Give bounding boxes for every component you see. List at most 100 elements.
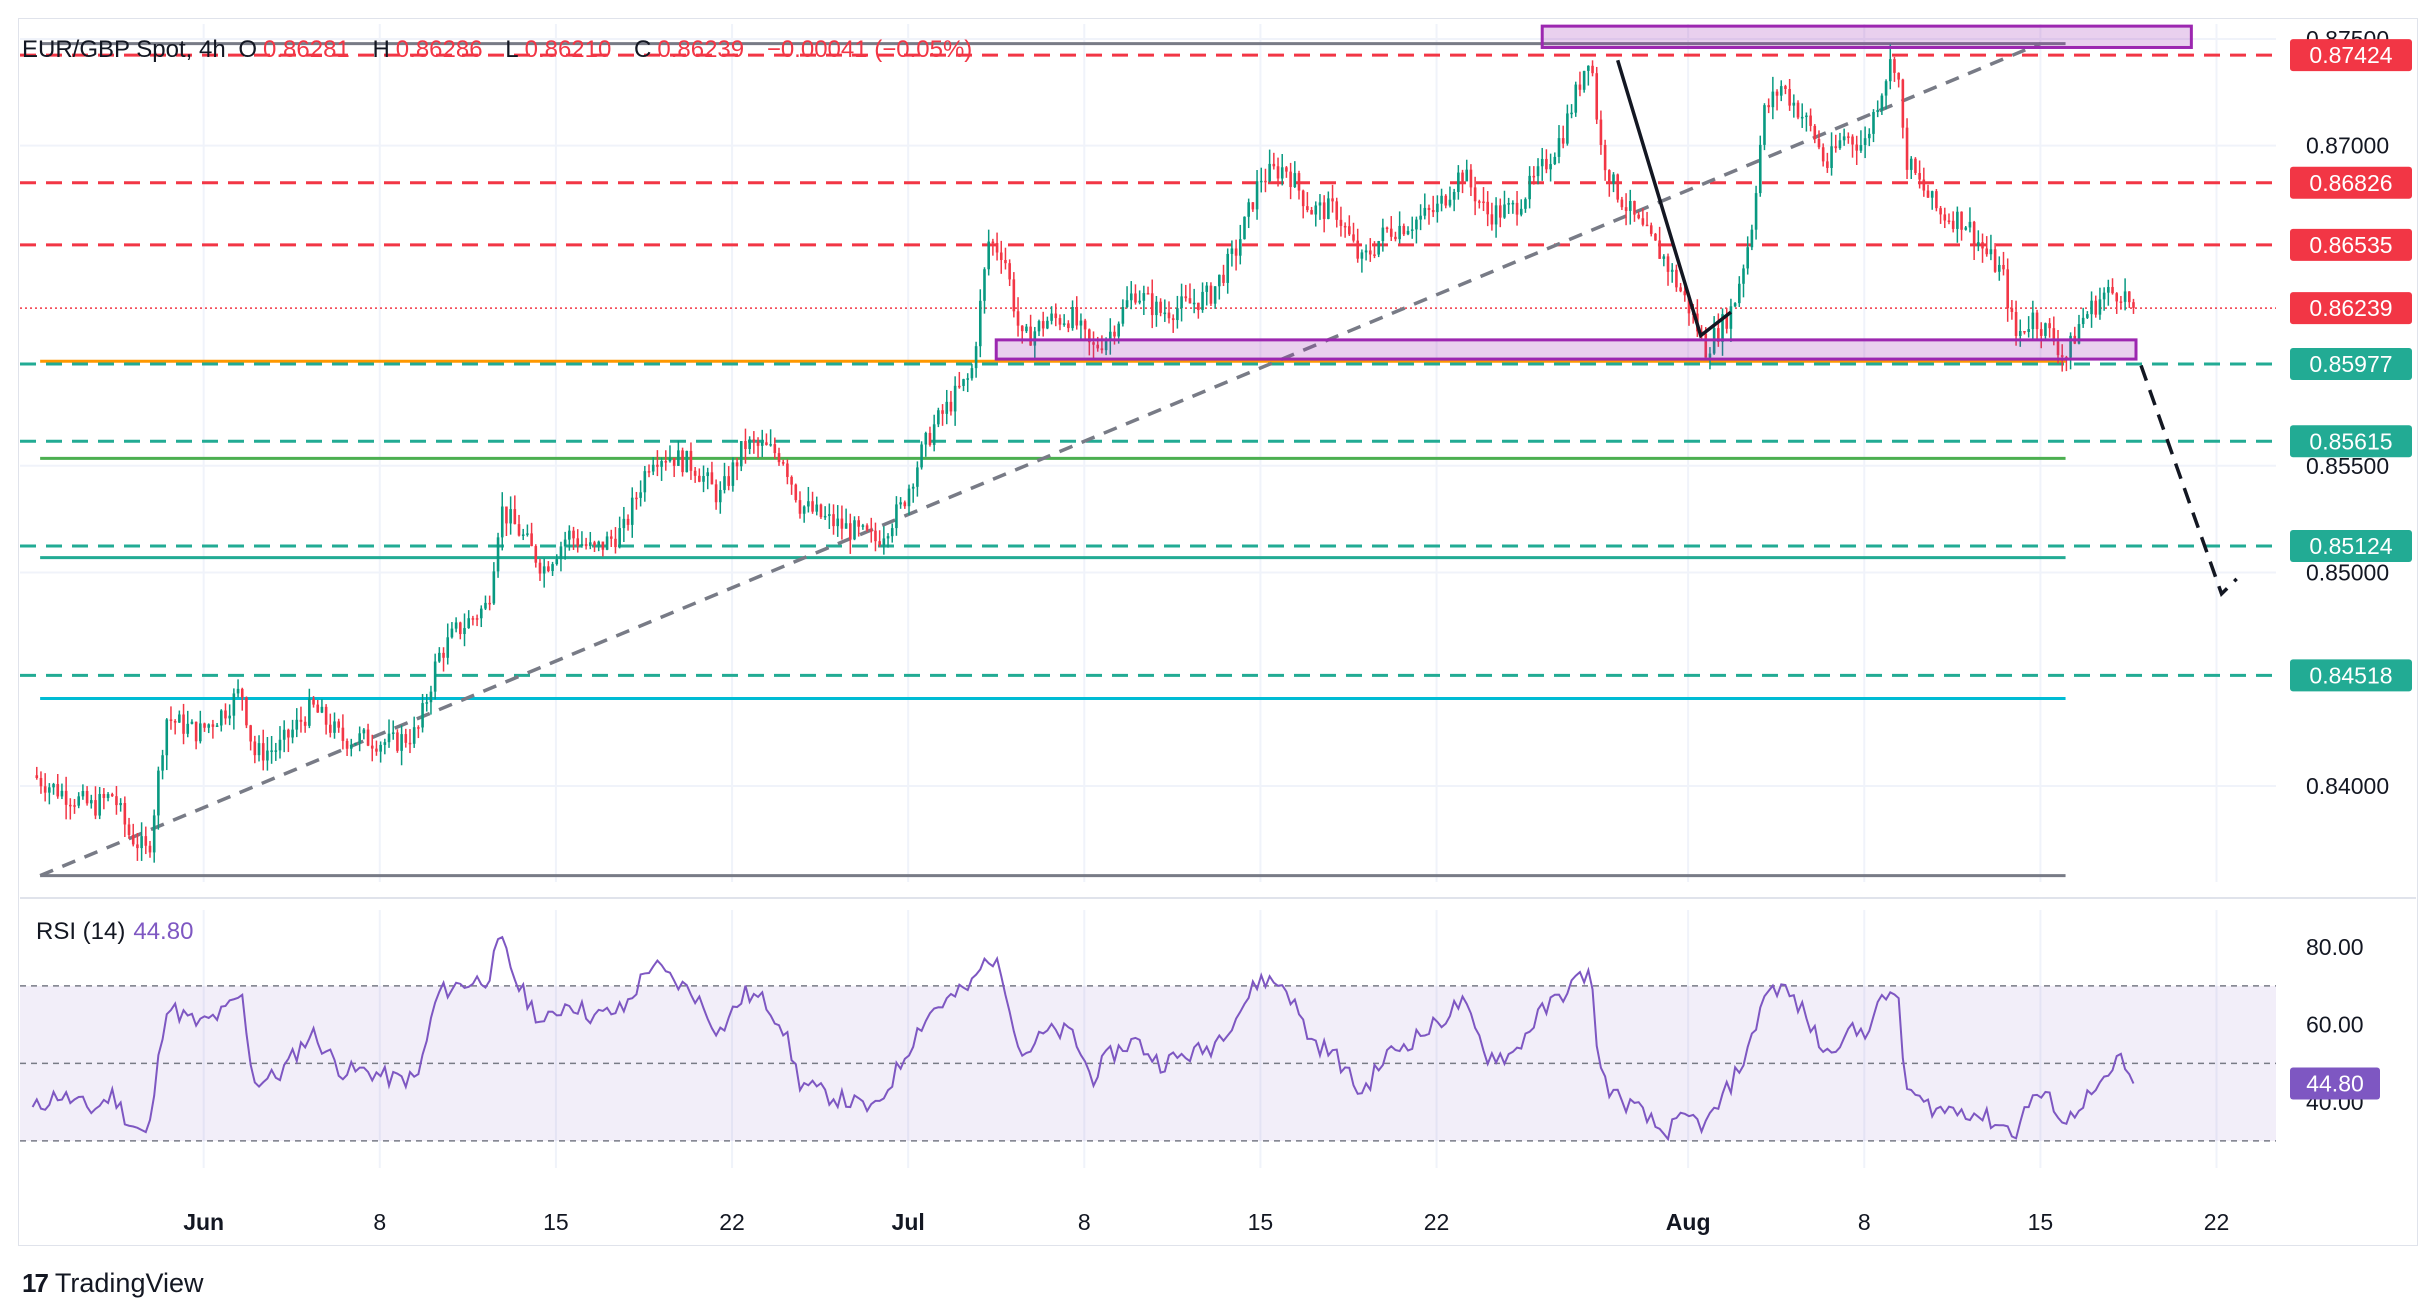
candle-up	[622, 518, 626, 529]
candle-up	[1968, 221, 1972, 228]
rising-trendline	[39, 42, 2042, 878]
symbol-title[interactable]: EUR/GBP Spot, 4h	[22, 36, 226, 63]
candle-down	[1385, 227, 1389, 230]
candle-up	[467, 618, 470, 629]
candle-down	[1373, 254, 1376, 256]
candle-down	[1322, 202, 1326, 219]
candle-up	[1448, 199, 1452, 206]
candle-up	[257, 743, 261, 756]
candle-up	[521, 534, 525, 536]
tradingview-logo[interactable]: 17 TradingView	[22, 1268, 204, 1299]
high-key: H	[372, 36, 390, 63]
candle-up	[924, 432, 928, 445]
time-tick-label: 8	[373, 1209, 386, 1235]
candle-up	[953, 385, 957, 412]
candle-down	[773, 444, 777, 454]
time-tick-label: 22	[2204, 1209, 2230, 1235]
candle-down	[1469, 169, 1473, 188]
candle-up	[1771, 91, 1775, 108]
candle-up	[1859, 145, 1863, 151]
candle-down	[1985, 248, 1989, 255]
candle-down	[1905, 127, 1909, 170]
candle-up	[2077, 324, 2081, 344]
candle-down	[1478, 201, 1481, 203]
candle-down	[1113, 331, 1116, 337]
candle-up	[1255, 181, 1259, 210]
candle-down	[928, 432, 932, 445]
candle-down	[609, 536, 613, 539]
candle-down	[1427, 207, 1431, 211]
candle-down	[488, 602, 491, 605]
candle-up	[1524, 199, 1527, 209]
fib-lines	[40, 42, 2066, 878]
candle-down	[1981, 242, 1984, 249]
candle-down	[664, 461, 668, 463]
candle-up	[178, 714, 181, 723]
candle-up	[1792, 102, 1796, 106]
candle-up	[140, 836, 143, 849]
candle-down	[2056, 341, 2060, 356]
candle-down	[341, 727, 345, 741]
candle-down	[1784, 86, 1787, 89]
tradingview-wordmark: TradingView	[54, 1268, 204, 1298]
candle-up	[1876, 110, 1879, 113]
candle-up	[1503, 204, 1506, 218]
candle-down	[1352, 234, 1355, 241]
candle-up	[1738, 283, 1741, 304]
candle-up	[551, 564, 554, 572]
candle-down	[744, 441, 747, 449]
open-key: O	[238, 36, 258, 63]
candle-down	[2010, 308, 2014, 312]
candle-down	[1331, 198, 1334, 202]
candle-up	[215, 725, 219, 727]
candle-down	[1134, 293, 1137, 303]
trend-line	[39, 42, 2042, 878]
candle-down	[2115, 293, 2119, 302]
candle-down	[299, 719, 303, 722]
candle-down	[949, 401, 953, 412]
candle-down	[1234, 248, 1238, 256]
candle-down	[404, 734, 408, 743]
candle-down	[1725, 314, 1729, 329]
candle-up	[433, 661, 437, 692]
candle-down	[1016, 311, 1020, 326]
price-tick-label: 0.87000	[2306, 133, 2389, 159]
candle-up	[463, 628, 466, 635]
rsi-series	[31, 935, 2135, 1142]
candle-down	[1649, 225, 1653, 234]
rsi-title[interactable]: RSI (14)	[36, 918, 126, 945]
candle-up	[1037, 321, 1041, 332]
candle-down	[2127, 291, 2131, 303]
candle-up	[295, 719, 299, 730]
price-label-box	[2290, 659, 2412, 692]
candle-down	[991, 241, 995, 244]
candle-down	[287, 729, 290, 738]
candle-down	[1356, 240, 1360, 259]
candle-down	[1431, 210, 1435, 213]
candle-up	[400, 734, 403, 751]
candle-up	[484, 602, 487, 609]
candle-up	[828, 514, 831, 516]
candle-down	[1067, 323, 1070, 329]
price-label-text: 0.86826	[2309, 170, 2392, 196]
candle-down	[2039, 329, 2043, 336]
candle-down	[1272, 163, 1276, 167]
candle-up	[1142, 293, 1146, 301]
candle-up	[668, 457, 672, 462]
candle-down	[1054, 313, 1058, 319]
candle-down	[1058, 318, 1062, 325]
candle-down	[2048, 323, 2051, 329]
candle-up	[1280, 167, 1284, 179]
candle-up	[1779, 86, 1783, 96]
candle-down	[1092, 342, 1095, 345]
candle-up	[1176, 308, 1179, 321]
candle-up	[1314, 205, 1318, 215]
candle-down	[1796, 102, 1800, 118]
candle-down	[2119, 301, 2123, 303]
candle-down	[635, 497, 638, 500]
candle-down	[471, 618, 475, 620]
candle-down	[865, 525, 869, 530]
candle-up	[739, 441, 743, 467]
candle-up	[52, 784, 55, 788]
candle-down	[366, 729, 370, 746]
